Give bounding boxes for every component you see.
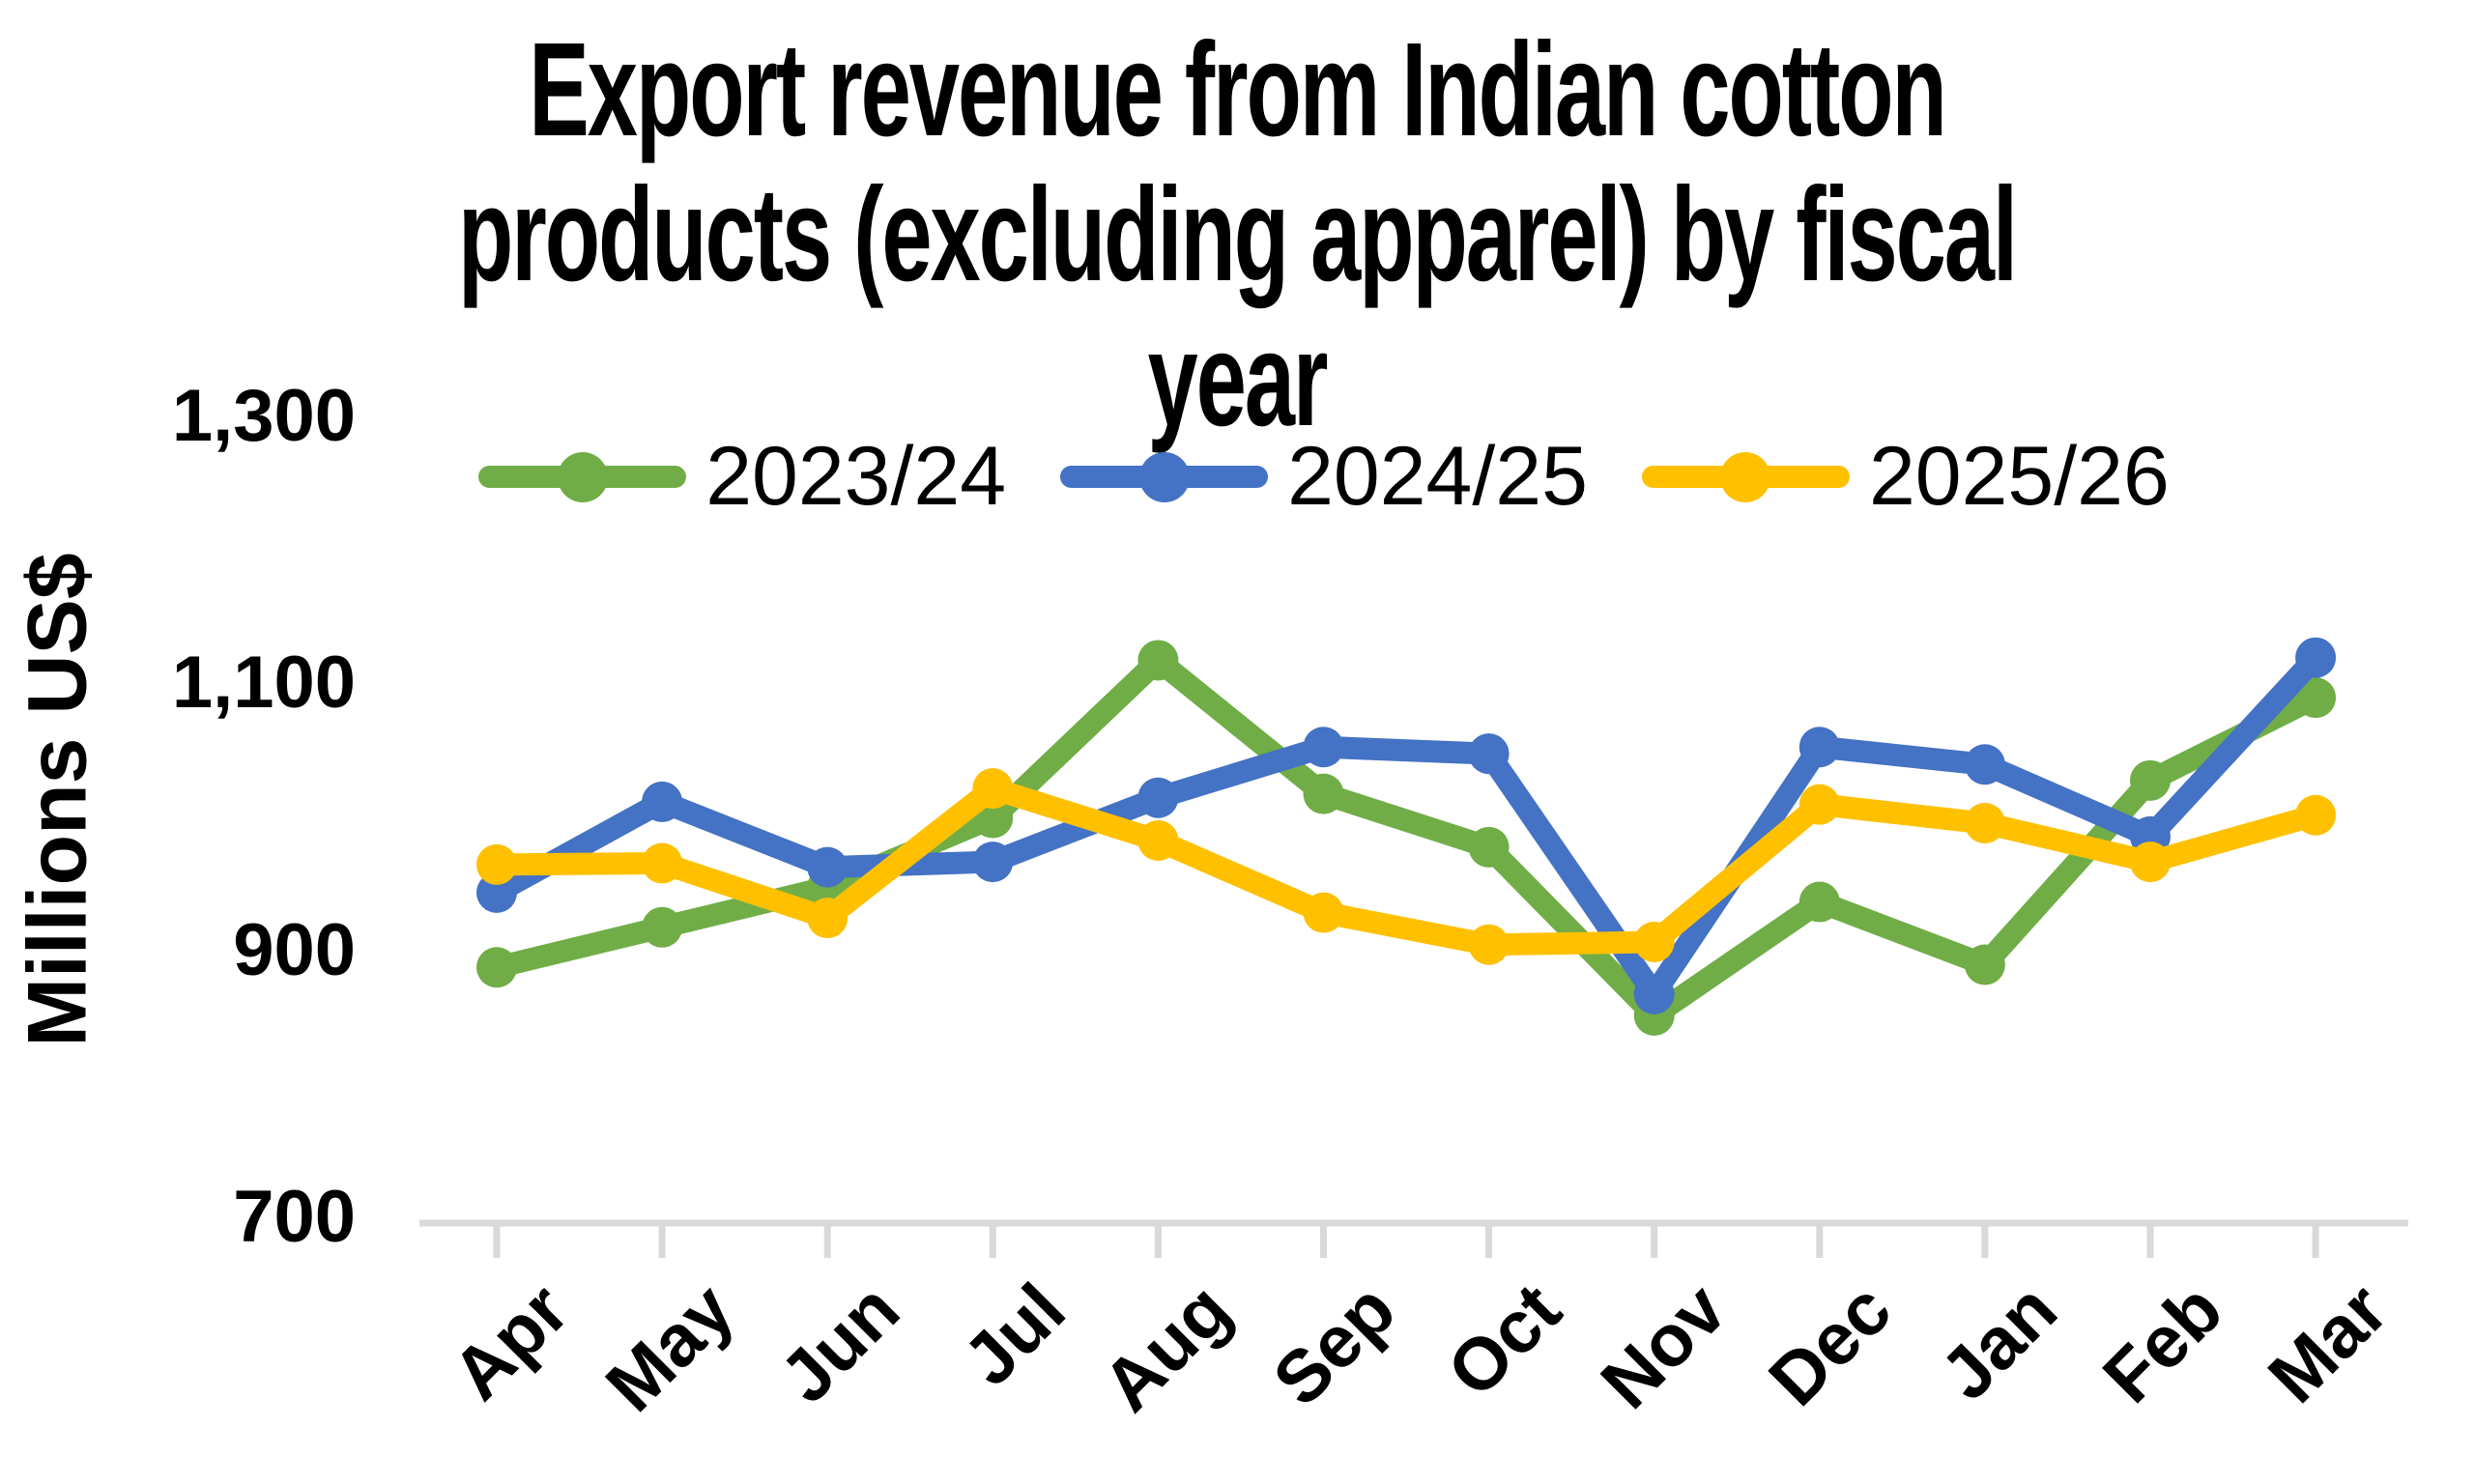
legend-item-2025-26: 2025/26 bbox=[1641, 429, 2170, 525]
data-point-marker bbox=[1303, 773, 1344, 814]
legend-item-2023-24: 2023/24 bbox=[478, 429, 1006, 525]
data-point-marker bbox=[476, 947, 517, 988]
data-point-marker bbox=[2130, 842, 2171, 883]
legend-dot bbox=[557, 451, 608, 502]
data-point-marker bbox=[642, 781, 683, 822]
data-point-marker bbox=[1468, 733, 1510, 775]
data-point-marker bbox=[807, 898, 849, 939]
y-tick-label-900: 900 bbox=[233, 908, 356, 991]
data-point-marker bbox=[476, 871, 517, 913]
data-point-marker bbox=[476, 843, 517, 885]
data-point-marker bbox=[2130, 759, 2171, 801]
data-point-marker bbox=[1964, 744, 2005, 785]
data-point-marker bbox=[1798, 784, 1840, 825]
data-point-marker bbox=[2295, 637, 2337, 678]
data-point-marker bbox=[1964, 944, 2005, 985]
y-tick-label-1300: 1,300 bbox=[171, 374, 356, 457]
data-point-marker bbox=[972, 842, 1014, 883]
legend-line-marker bbox=[1641, 451, 1850, 502]
data-point-marker bbox=[1468, 826, 1510, 868]
data-point-marker bbox=[807, 846, 849, 888]
data-point-marker bbox=[972, 768, 1014, 810]
chart-title-line-3: year bbox=[1147, 305, 1329, 454]
chart-title-line-1: Export revenue from Indian cotton bbox=[529, 15, 1947, 164]
y-tick-label-1100: 1,100 bbox=[171, 642, 356, 725]
data-point-marker bbox=[1633, 921, 1675, 962]
chart-legend: 2023/24 2024/25 2025/26 bbox=[87, 429, 2474, 525]
y-tick-label-700: 700 bbox=[233, 1175, 356, 1258]
chart-title: Export revenue from Indian cotton produc… bbox=[396, 17, 2079, 452]
chart-title-line-2: products (excluding apparel) by fiscal bbox=[458, 160, 2018, 309]
data-point-marker bbox=[1137, 819, 1179, 861]
legend-dot bbox=[1138, 451, 1190, 502]
legend-label: 2024/25 bbox=[1287, 430, 1588, 523]
data-point-marker bbox=[1964, 803, 2005, 844]
legend-label: 2023/24 bbox=[705, 430, 1007, 523]
data-point-marker bbox=[1303, 727, 1344, 768]
data-point-marker bbox=[1137, 640, 1179, 681]
series-line bbox=[485, 777, 2327, 956]
data-point-marker bbox=[1303, 892, 1344, 933]
legend-line-marker bbox=[478, 451, 687, 502]
data-point-marker bbox=[642, 906, 683, 948]
data-point-marker bbox=[2295, 677, 2337, 719]
data-point-marker bbox=[1468, 924, 1510, 965]
data-point-marker bbox=[1798, 881, 1840, 923]
legend-line-marker bbox=[1060, 451, 1269, 502]
data-point-marker bbox=[642, 842, 683, 884]
legend-dot bbox=[1720, 451, 1771, 502]
series-2024-25 bbox=[476, 637, 2337, 1014]
data-point-marker bbox=[1798, 727, 1840, 768]
data-point-marker bbox=[2295, 794, 2337, 836]
series-line bbox=[485, 648, 2327, 1027]
legend-label: 2025/26 bbox=[1868, 430, 2170, 523]
data-point-marker bbox=[1633, 973, 1675, 1014]
data-point-marker bbox=[1137, 777, 1179, 818]
series-line bbox=[485, 646, 2327, 1006]
series-2025-26 bbox=[476, 768, 2337, 965]
legend-item-2024-25: 2024/25 bbox=[1060, 429, 1588, 525]
